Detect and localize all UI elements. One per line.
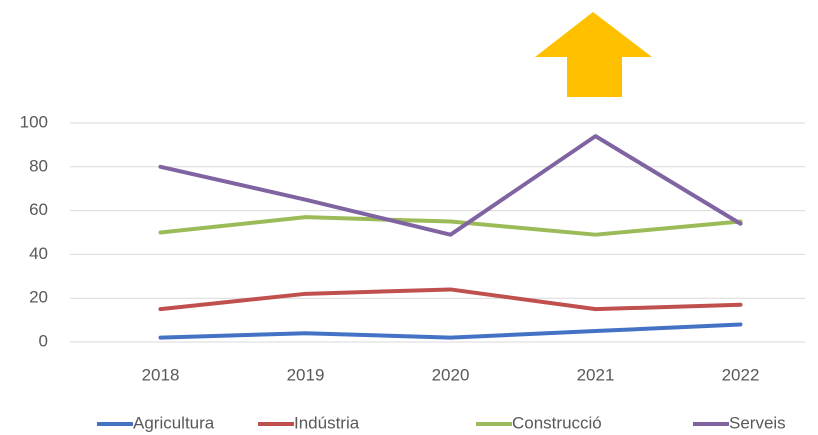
x-tick-label: 2019 <box>287 365 325 384</box>
series-line <box>158 322 743 340</box>
y-tick-label: 60 <box>29 200 48 219</box>
series-line <box>158 215 743 237</box>
series-line <box>158 134 743 237</box>
legend-label: Indústria <box>294 413 360 432</box>
legend-label: Serveis <box>729 413 786 432</box>
x-tick-label: 2020 <box>432 365 470 384</box>
y-tick-label: 40 <box>29 244 48 263</box>
legend-label: Agricultura <box>133 413 215 432</box>
y-tick-label: 80 <box>29 156 48 175</box>
up-arrow <box>535 12 652 97</box>
x-tick-label: 2021 <box>577 365 615 384</box>
x-tick-label: 2018 <box>142 365 180 384</box>
y-tick-label: 0 <box>39 331 48 350</box>
y-tick-label: 100 <box>20 112 48 131</box>
y-tick-label: 20 <box>29 288 48 307</box>
x-tick-label: 2022 <box>722 365 760 384</box>
legend-label: Construcció <box>512 413 602 432</box>
series-line <box>158 287 743 312</box>
